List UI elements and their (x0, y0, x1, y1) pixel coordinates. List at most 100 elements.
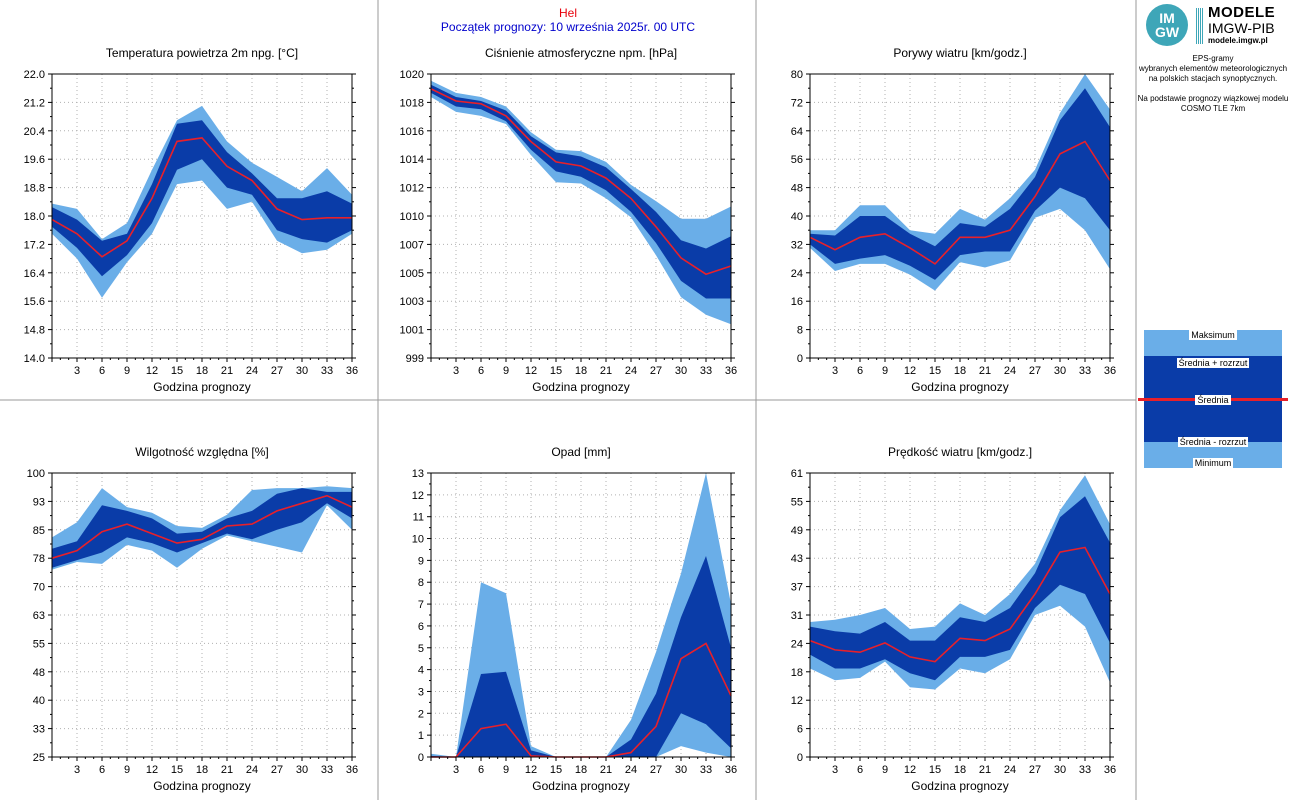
y-tick-label: 31 (791, 610, 803, 622)
x-tick-label: 3 (453, 365, 459, 377)
x-tick-label: 3 (453, 764, 459, 776)
x-tick-label: 24 (1004, 365, 1016, 377)
x-axis-label: Godzina prognozy (153, 779, 250, 793)
x-tick-label: 30 (296, 365, 308, 377)
x-tick-label: 3 (74, 365, 80, 377)
forecast-header: Hel Początek prognozy: 10 września 2025r… (380, 6, 756, 34)
x-tick-label: 6 (99, 365, 105, 377)
info-line: COSMO TLE 7km (1180, 104, 1246, 113)
y-tick-label: 24 (791, 268, 803, 280)
y-tick-label: 72 (791, 97, 803, 109)
x-tick-label: 18 (196, 764, 208, 776)
y-tick-label: 64 (791, 126, 803, 138)
legend-mean-label: Średnia (1195, 395, 1231, 405)
x-tick-label: 36 (725, 365, 737, 377)
x-tick-label: 30 (1054, 365, 1066, 377)
info-line: Na podstawie prognozy wiązkowej modelu (1137, 94, 1289, 103)
x-tick-label: 24 (246, 365, 258, 377)
x-axis-label: Godzina prognozy (911, 779, 1008, 793)
y-tick-label: 40 (33, 695, 45, 707)
y-tick-label: 70 (33, 582, 45, 594)
y-tick-label: 1018 (400, 97, 424, 109)
y-tick-label: 22.0 (24, 69, 45, 81)
legend-mean-plus-label: Średnia + rozrzut (1176, 358, 1250, 368)
mean-line (430, 88, 732, 276)
spread-band (431, 556, 731, 757)
y-tick-label: 40 (791, 211, 803, 223)
y-tick-label: 14.0 (24, 353, 45, 365)
x-tick-label: 15 (550, 365, 562, 377)
y-tick-label: 4 (418, 665, 424, 677)
y-tick-label: 0 (797, 353, 803, 365)
y-tick-label: 93 (33, 496, 45, 508)
y-tick-label: 1001 (400, 325, 424, 337)
info-text: EPS-gramy wybranych elementów meteorolog… (1136, 54, 1290, 114)
y-tick-label: 33 (33, 724, 45, 736)
y-tick-label: 1005 (400, 268, 424, 280)
y-tick-label: 80 (791, 69, 803, 81)
y-tick-label: 18 (791, 667, 803, 679)
x-tick-label: 18 (575, 764, 587, 776)
y-tick-label: 48 (33, 667, 45, 679)
legend: Maksimum Średnia + rozrzut Średnia Średn… (1138, 330, 1288, 468)
y-tick-label: 1020 (400, 69, 424, 81)
x-tick-label: 12 (146, 365, 158, 377)
spread-band (810, 496, 1110, 681)
x-tick-label: 27 (650, 764, 662, 776)
x-tick-label: 21 (600, 365, 612, 377)
chart-title: Prędkość wiatru [km/godz.] (888, 445, 1032, 459)
y-tick-label: 6 (418, 621, 424, 633)
x-tick-label: 12 (525, 365, 537, 377)
x-tick-label: 3 (832, 764, 838, 776)
logo-badge-top: IM (1159, 10, 1175, 26)
y-tick-label: 1012 (400, 183, 424, 195)
x-tick-label: 9 (503, 365, 509, 377)
y-tick-label: 999 (406, 353, 424, 365)
y-tick-label: 25 (33, 752, 45, 764)
x-tick-label: 9 (503, 764, 509, 776)
y-tick-label: 0 (797, 752, 803, 764)
y-tick-label: 24 (791, 638, 803, 650)
x-tick-label: 36 (1104, 764, 1116, 776)
y-tick-label: 16.4 (24, 268, 45, 280)
x-tick-label: 21 (979, 764, 991, 776)
x-tick-label: 27 (271, 365, 283, 377)
logo-line1: MODELE (1208, 4, 1276, 21)
logo-line2: IMGW-PIB (1208, 20, 1275, 36)
x-tick-label: 30 (1054, 764, 1066, 776)
y-tick-label: 61 (791, 468, 803, 480)
mean-line (809, 546, 1111, 663)
x-tick-label: 12 (904, 764, 916, 776)
x-tick-label: 24 (625, 764, 637, 776)
x-tick-label: 33 (321, 365, 333, 377)
x-tick-label: 6 (99, 764, 105, 776)
y-tick-label: 17.2 (24, 239, 45, 251)
x-tick-label: 24 (1004, 764, 1016, 776)
x-tick-label: 15 (171, 365, 183, 377)
y-tick-label: 16 (791, 296, 803, 308)
imgw-logo: IM GW MODELE IMGW-PIB modele.imgw.pl (1142, 2, 1288, 50)
spread-band (52, 120, 352, 277)
x-tick-label: 6 (857, 764, 863, 776)
y-tick-label: 19.6 (24, 154, 45, 166)
y-tick-label: 85 (33, 525, 45, 537)
x-tick-label: 36 (346, 764, 358, 776)
y-tick-label: 63 (33, 610, 45, 622)
y-tick-label: 56 (791, 154, 803, 166)
x-tick-label: 27 (1029, 764, 1041, 776)
x-tick-label: 9 (882, 365, 888, 377)
x-tick-label: 3 (74, 764, 80, 776)
x-tick-label: 18 (954, 365, 966, 377)
y-tick-label: 78 (33, 553, 45, 565)
logo-badge-bottom: GW (1154, 24, 1180, 40)
x-tick-label: 36 (346, 365, 358, 377)
y-tick-label: 12 (412, 490, 424, 502)
y-tick-label: 12 (791, 695, 803, 707)
spread-band (431, 84, 731, 299)
x-tick-label: 12 (904, 365, 916, 377)
y-tick-label: 1003 (400, 296, 424, 308)
chart-title: Porywy wiatru [km/godz.] (893, 46, 1026, 60)
y-tick-label: 18.0 (24, 211, 45, 223)
